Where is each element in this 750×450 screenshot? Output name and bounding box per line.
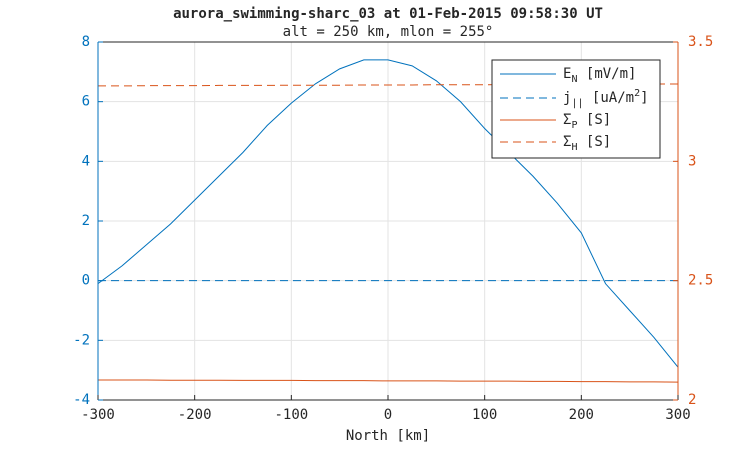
x-tick-label: -300 xyxy=(81,407,115,423)
y2-tick-label: 2.5 xyxy=(688,273,713,289)
legend-label: ΣP​ [S] xyxy=(563,112,611,131)
x-tick-label: 100 xyxy=(472,407,497,423)
x-tick-label: -200 xyxy=(178,407,212,423)
x-tick-label: 300 xyxy=(665,407,690,423)
y-tick-label: 6 xyxy=(82,94,90,110)
legend-label: EN​ [mV/m] xyxy=(563,66,636,85)
ticks: -300 -200 -100 0 100 200 300 -4 -2 0 2 4 6 8 2 2.5 3 3.5 xyxy=(73,34,713,423)
legend-label: ΣH​ [S] xyxy=(563,134,611,153)
x-tick-label: 0 xyxy=(384,407,392,423)
y-tick-label: 4 xyxy=(82,153,90,169)
legend: EN​ [mV/m] j||​ [uA/m2​] ΣP​ [S] ΣH​ [S] xyxy=(491,59,661,159)
y2-tick-label: 3.5 xyxy=(688,34,713,50)
x-tick-label: -100 xyxy=(274,407,308,423)
y2-tick-label: 2 xyxy=(688,392,696,408)
y-tick-label: 0 xyxy=(82,273,90,289)
chart-subtitle: alt = 250 km, mlon = 255° xyxy=(283,24,494,40)
chart-title: aurora_swimming-sharc_03 at 01-Feb-2015 … xyxy=(173,6,603,22)
y2-tick-label: 3 xyxy=(688,153,696,169)
y-tick-label: -4 xyxy=(73,392,90,408)
series-line xyxy=(98,379,679,383)
series-line xyxy=(97,59,679,368)
y-tick-label: 8 xyxy=(82,34,90,50)
legend-label: j||​ [uA/m2​] xyxy=(563,88,649,109)
y-tick-label: -2 xyxy=(73,332,90,348)
y-tick-label: 2 xyxy=(82,213,90,229)
x-axis-label: North [km] xyxy=(346,428,430,444)
x-tick-label: 200 xyxy=(569,407,594,423)
